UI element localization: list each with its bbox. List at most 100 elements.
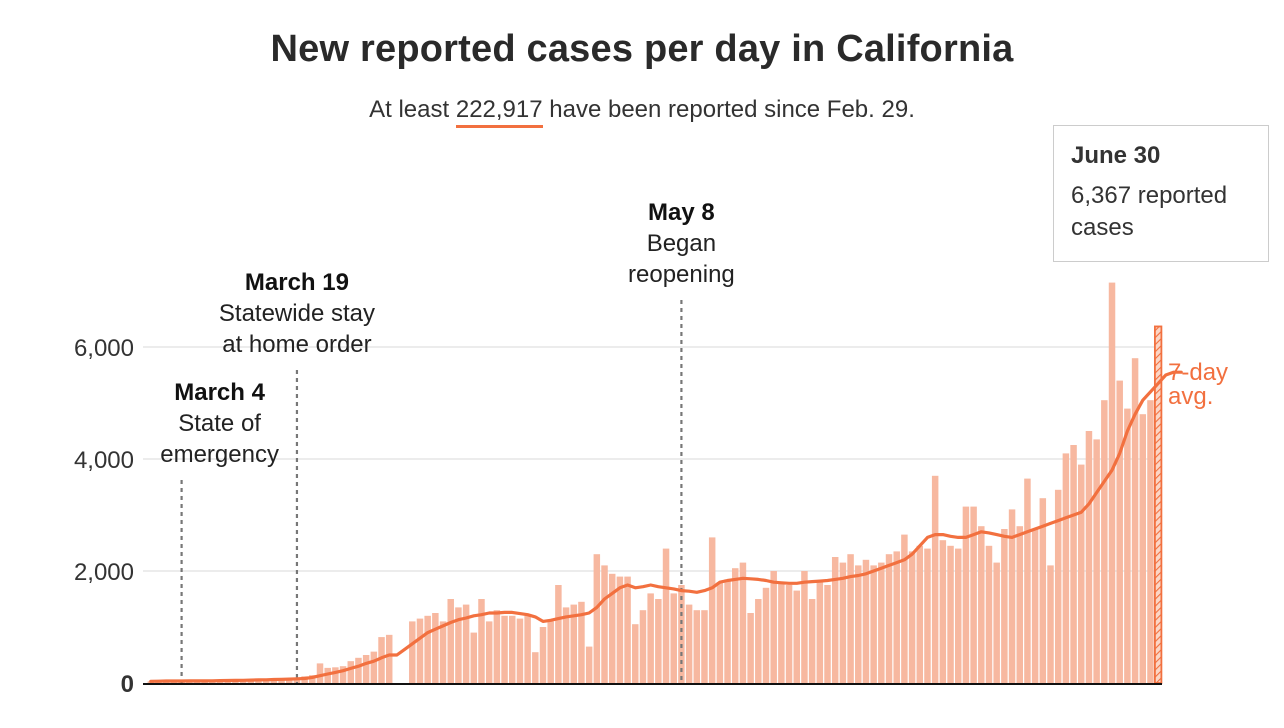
bar xyxy=(678,585,685,683)
annotation-text: State of xyxy=(178,410,261,437)
bar xyxy=(570,604,578,683)
y-tick-label: 4,000 xyxy=(74,447,134,474)
hover-tooltip: June 30 6,367 reported cases xyxy=(1053,125,1269,262)
bar xyxy=(916,545,924,683)
bar xyxy=(378,637,385,683)
bar xyxy=(616,576,624,683)
bar xyxy=(793,590,800,683)
bar xyxy=(724,579,731,683)
bar xyxy=(601,565,608,683)
bar xyxy=(824,585,831,683)
bar xyxy=(639,610,647,683)
bar xyxy=(555,585,562,683)
bar xyxy=(1024,478,1031,683)
bar xyxy=(655,599,662,683)
bar xyxy=(693,610,701,683)
bar xyxy=(801,571,808,683)
bar xyxy=(1039,498,1047,683)
tooltip-date: June 30 xyxy=(1071,142,1161,169)
annotation-date: March 4 xyxy=(174,379,265,406)
bar xyxy=(770,571,777,683)
bar xyxy=(409,621,416,683)
bar xyxy=(978,526,985,683)
bar xyxy=(954,548,962,683)
avg-label-line-2: avg. xyxy=(1168,383,1213,410)
bar xyxy=(1054,489,1062,683)
bar xyxy=(1085,431,1093,683)
total-cases-highlight: 222,917 xyxy=(455,96,543,128)
bar xyxy=(339,666,347,683)
bar xyxy=(870,565,877,683)
bar xyxy=(385,634,393,683)
bar xyxy=(670,593,677,683)
bar xyxy=(885,554,893,683)
bar xyxy=(901,534,908,683)
annotation-text: at home order xyxy=(222,331,371,358)
bar xyxy=(1031,529,1039,683)
bar xyxy=(785,585,793,683)
bar xyxy=(478,599,485,683)
bar xyxy=(309,675,316,683)
bar xyxy=(485,621,493,683)
bar xyxy=(831,557,839,683)
bar xyxy=(847,554,854,683)
bar xyxy=(516,618,524,683)
y-tick-label: 6,000 xyxy=(74,335,134,362)
bar xyxy=(370,651,378,683)
annotation-text: reopening xyxy=(628,261,735,288)
bar xyxy=(501,615,508,683)
bar xyxy=(316,663,324,683)
bar xyxy=(708,537,716,683)
bars xyxy=(147,282,1163,684)
bar xyxy=(1093,439,1100,683)
bar xyxy=(439,621,447,683)
annotation-date: May 8 xyxy=(648,199,715,226)
bar xyxy=(985,545,993,683)
annotation-date: March 19 xyxy=(245,269,349,296)
bar xyxy=(924,548,931,683)
bar xyxy=(908,551,916,683)
annotations: March 4 State of emergency March 19 Statewid… xyxy=(160,199,735,683)
bar xyxy=(662,548,670,683)
bar xyxy=(532,652,539,683)
bar xyxy=(539,627,547,683)
seven-day-average-line xyxy=(149,370,1183,683)
bar xyxy=(416,618,424,683)
bar xyxy=(993,562,1000,683)
bar xyxy=(470,632,478,683)
subtitle-prefix: At least xyxy=(369,96,456,123)
bar xyxy=(701,610,708,683)
bar xyxy=(893,551,900,683)
bar xyxy=(816,582,824,683)
bar xyxy=(1047,565,1054,683)
y-axis-ticks: 0 2,000 4,000 6,000 xyxy=(74,335,134,698)
bar xyxy=(347,661,355,683)
bar xyxy=(432,613,439,683)
subtitle-suffix: have been reported since Feb. 29. xyxy=(542,96,915,123)
bar xyxy=(624,576,631,683)
bar xyxy=(755,599,762,683)
bar xyxy=(1016,526,1023,683)
bar xyxy=(647,593,654,683)
tooltip-value: 6,367 reported cases xyxy=(1071,182,1228,241)
bar xyxy=(585,646,593,683)
bar xyxy=(509,615,516,683)
bar xyxy=(355,657,362,683)
bar xyxy=(1116,380,1123,683)
annotation-text: Began xyxy=(647,230,716,257)
bar xyxy=(855,565,862,683)
bar xyxy=(762,587,770,683)
bar xyxy=(739,562,747,683)
bar xyxy=(808,599,816,683)
bar xyxy=(562,607,570,683)
bar xyxy=(1131,358,1139,683)
bar xyxy=(747,613,754,683)
bar xyxy=(970,506,977,683)
bar xyxy=(1147,400,1154,683)
bar xyxy=(455,607,462,683)
y-tick-label: 0 xyxy=(121,671,134,698)
bar xyxy=(424,615,431,683)
avg-label-line-1: 7-day xyxy=(1168,359,1228,386)
bar xyxy=(447,599,454,683)
